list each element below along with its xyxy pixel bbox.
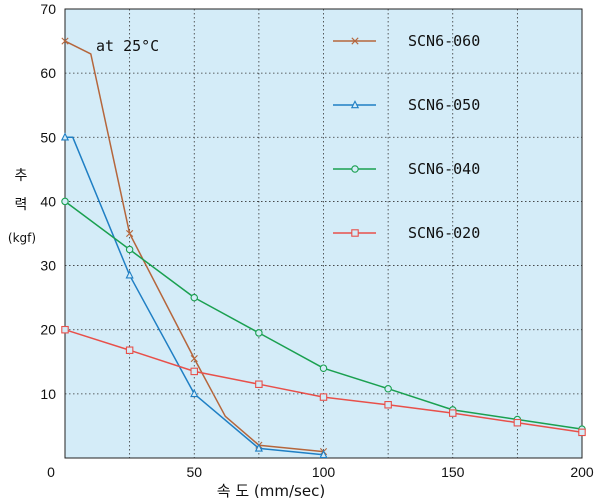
data-point-marker	[319, 449, 328, 459]
data-point-marker	[351, 37, 359, 45]
data-point-marker	[190, 388, 199, 398]
data-point-marker	[190, 293, 199, 302]
data-point-marker	[384, 401, 392, 409]
legend-item-scn6-020: SCN6-020	[333, 224, 480, 242]
data-point-marker	[61, 37, 69, 45]
data-point-marker	[578, 428, 586, 437]
data-point-marker	[255, 329, 263, 337]
data-point-marker	[448, 409, 457, 417]
legend-label: SCN6-060	[408, 32, 480, 50]
legend-label: SCN6-020	[408, 224, 480, 242]
series-layer	[60, 37, 586, 459]
x-axis-label: 속 도 (mm/sec)	[217, 482, 325, 500]
y-axis-label-line-2: 력	[15, 197, 28, 213]
data-point-marker	[125, 270, 134, 279]
x-tick-label: 200	[570, 464, 594, 480]
y-tick-label: 20	[40, 322, 56, 338]
data-point-marker	[125, 346, 134, 354]
temperature-annotation: at 25°C	[96, 37, 159, 55]
data-point-marker	[351, 165, 359, 173]
data-point-marker	[513, 418, 522, 427]
y-axis-label-line-1: 추	[15, 168, 28, 184]
data-point-marker	[255, 380, 263, 388]
y-tick-label: 50	[40, 129, 56, 145]
data-point-marker	[190, 354, 198, 363]
data-point-marker	[254, 443, 263, 452]
x-tick-label: 150	[441, 464, 465, 480]
legend-label: SCN6-040	[408, 160, 480, 178]
data-point-marker	[384, 384, 392, 393]
legend-item-scn6-040: SCN6-040	[333, 160, 480, 178]
tick-labels: 0 50 100 150 200 10 20 30 40 50 60 70	[40, 1, 593, 480]
data-point-marker	[351, 229, 359, 237]
data-point-marker	[61, 325, 69, 334]
legend-label: SCN6-050	[408, 96, 480, 114]
x-tick-label: 0	[47, 464, 55, 480]
legend-item-scn6-050: SCN6-050	[333, 96, 480, 114]
series-scn6-020	[61, 325, 586, 437]
series-line	[65, 136, 324, 456]
y-tick-label: 40	[40, 193, 56, 209]
series-scn6-050	[60, 132, 328, 459]
data-point-marker	[319, 393, 328, 401]
data-point-marker	[350, 100, 360, 109]
x-tick-label: 100	[312, 464, 336, 480]
x-tick-label: 50	[186, 464, 202, 480]
legend-item-scn6-060: SCN6-060	[333, 32, 480, 50]
y-tick-label: 60	[40, 65, 56, 81]
legend: SCN6-060 SCN6-050 SCN6-040 SCN6-020	[333, 32, 480, 242]
data-point-marker	[125, 245, 134, 254]
y-tick-label: 10	[40, 386, 56, 402]
y-tick-label: 70	[40, 1, 56, 17]
data-point-marker	[190, 367, 199, 376]
data-point-marker	[60, 132, 70, 141]
data-point-marker	[126, 229, 134, 238]
y-tick-label: 30	[40, 258, 56, 274]
data-point-marker	[61, 197, 69, 206]
y-axis-label-unit: (kgf)	[8, 231, 36, 245]
data-point-marker	[319, 364, 328, 372]
